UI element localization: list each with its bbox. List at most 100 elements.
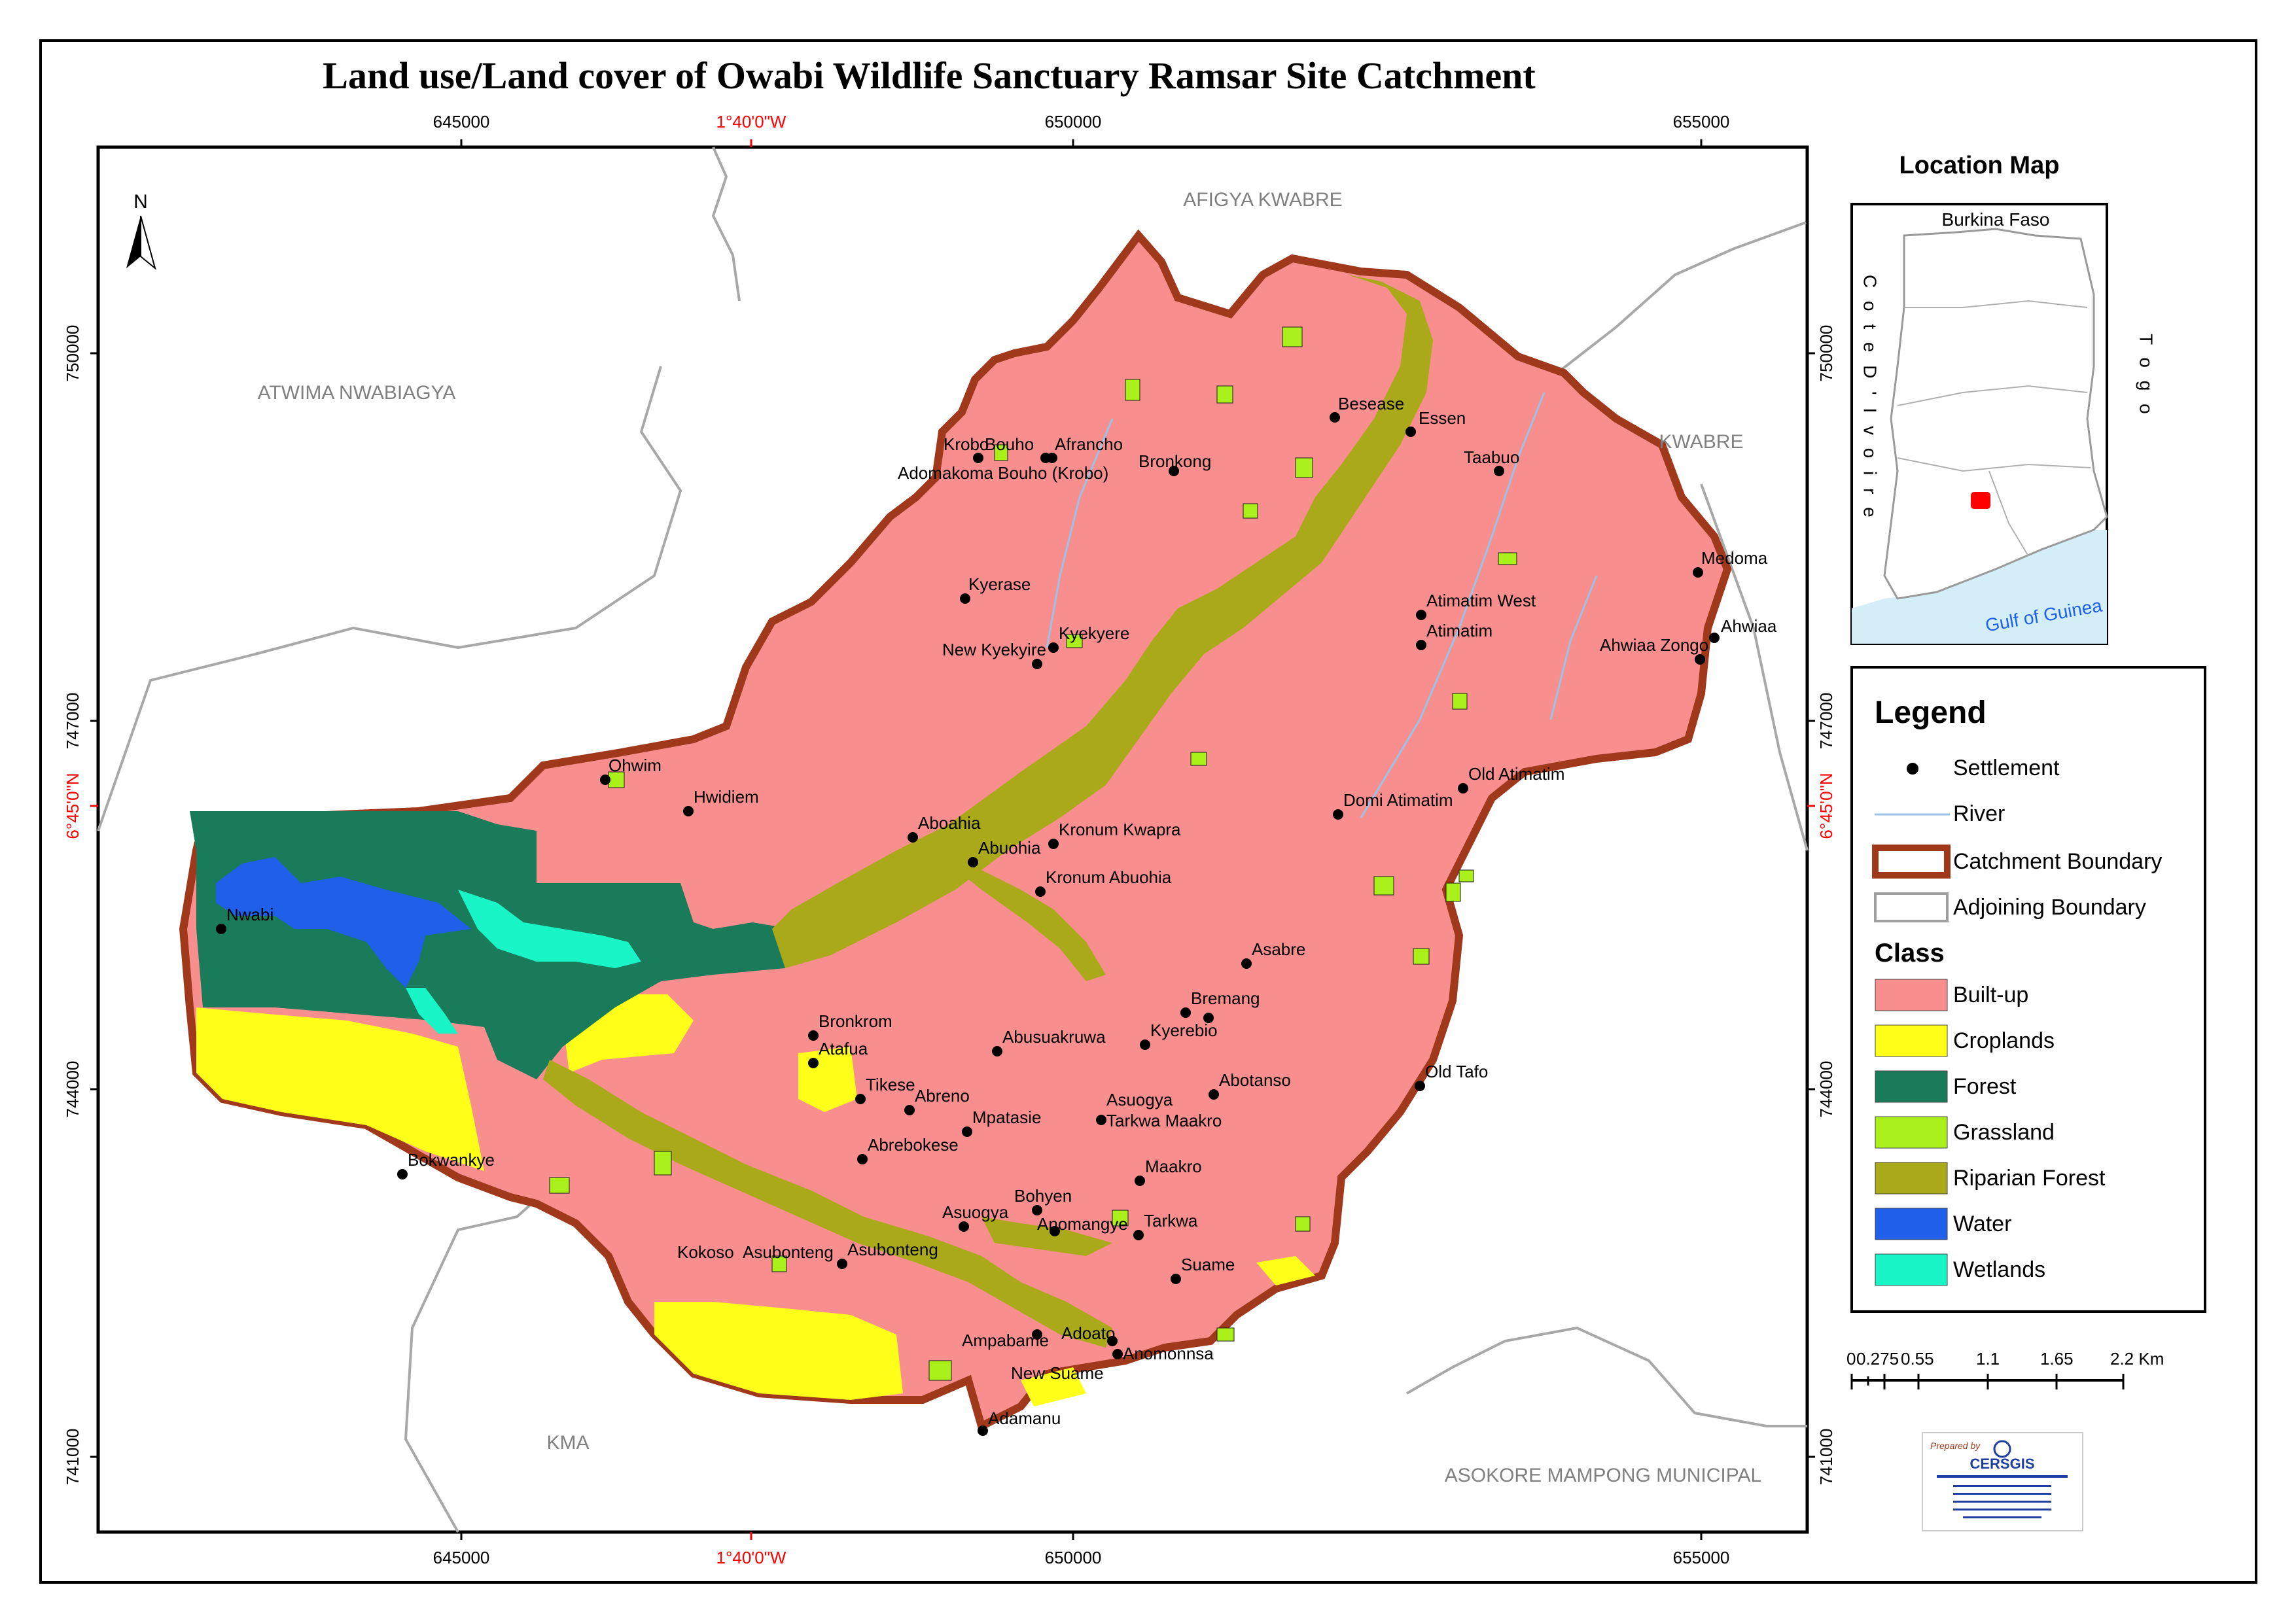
svg-text:Ampabame: Ampabame [962, 1331, 1049, 1350]
outer-frame [39, 39, 2257, 1584]
settlement: Abusuakruwa [992, 1027, 1106, 1056]
label-cote-divoire: C o t e D ' I v o i r e [1860, 275, 1881, 521]
ghana-outline [1883, 228, 2108, 600]
settlement: Kokoso [677, 1242, 734, 1262]
credit-block: Prepared by CERSGIS [1922, 1432, 2083, 1531]
settlement: Anomangye [1037, 1214, 1128, 1236]
svg-text:Hwidiem: Hwidiem [694, 787, 759, 807]
svg-text:New Kyekyire: New Kyekyire [942, 640, 1046, 659]
settlement: New Suame [1011, 1363, 1104, 1383]
legend-river: River [1953, 801, 2005, 826]
svg-text:Kokoso: Kokoso [677, 1242, 734, 1262]
scale-165: 1.65 [2040, 1349, 2074, 1369]
settlement: Aboahia [908, 813, 981, 843]
settlement: Atafua [808, 1039, 868, 1068]
scale-bar: 0 0.275 0.55 1.1 1.65 2.2 Km [1846, 1349, 2164, 1389]
catchment-boundary-symbol [1872, 845, 1951, 879]
bottom-tick-650000: 650000 [1045, 1548, 1102, 1567]
svg-text:Asuogya: Asuogya [1106, 1090, 1173, 1109]
croplands-areas [196, 994, 1315, 1406]
settlement: Atimatim West [1416, 591, 1536, 620]
adjoining-boundaries [97, 147, 1809, 1533]
svg-text:Ahwiaa Zongo: Ahwiaa Zongo [1600, 635, 1708, 655]
scale-11: 1.1 [1976, 1349, 2000, 1369]
svg-text:Essen: Essen [1419, 408, 1466, 428]
svg-text:Bremang: Bremang [1191, 988, 1260, 1008]
left-tick-750000: 750000 [63, 325, 82, 382]
riparian-forest-areas [543, 275, 1433, 1348]
settlement: Domi Atimatim [1333, 790, 1453, 820]
settlement: Adomakoma Bouho (Krobo) [898, 463, 1108, 483]
main-map: N AFIGYA KWABRE ATWIMA NWABIAGYA KWABRE … [96, 145, 1809, 1534]
settlement: Maakro [1135, 1157, 1202, 1186]
swatch-croplands [1875, 1024, 1948, 1057]
svg-text:Asabre: Asabre [1252, 939, 1305, 959]
swatch-forest [1875, 1070, 1948, 1103]
location-map-title: Location Map [1899, 152, 2060, 179]
svg-text:Maakro: Maakro [1145, 1157, 1202, 1176]
svg-text:Taabuo: Taabuo [1464, 447, 1519, 467]
svg-text:Kyerebio: Kyerebio [1150, 1021, 1218, 1040]
prepared-by: Prepared by [1930, 1440, 1981, 1451]
settlement: Hwidiem [683, 787, 759, 816]
svg-text:Anomonnsa: Anomonnsa [1123, 1344, 1214, 1363]
rivers [1046, 392, 1598, 818]
settlement: Abrebokese [857, 1135, 959, 1164]
north-arrow: N [126, 191, 156, 270]
settlement: Suame [1171, 1255, 1235, 1284]
legend: Legend Settlement River Catchment Bounda… [1850, 666, 2206, 1313]
left-tick-741000: 741000 [63, 1429, 82, 1486]
settlement: Krobo [944, 434, 989, 463]
settlement: Kronum Kwapra [1048, 820, 1181, 849]
svg-text:Medoma: Medoma [1701, 548, 1768, 568]
svg-text:Bouho: Bouho [985, 434, 1034, 454]
label-asokore-mampong: ASOKORE MAMPONG MUNICIPAL [1445, 1465, 1762, 1486]
svg-text:Mpatasie: Mpatasie [972, 1108, 1042, 1127]
svg-text:Tikese: Tikese [866, 1075, 915, 1094]
settlement: Kyerase [960, 574, 1031, 604]
svg-text:Abuohia: Abuohia [978, 838, 1041, 858]
svg-text:Bokwankye: Bokwankye [408, 1150, 495, 1170]
location-map: Location Map Burkina Faso C o t e D ' I … [1850, 152, 2157, 645]
legend-adjoining-boundary: Adjoining Boundary [1953, 895, 2146, 920]
wetlands-areas [406, 890, 641, 1034]
svg-text:Aboahia: Aboahia [918, 813, 981, 833]
left-tick-744000: 744000 [63, 1061, 82, 1118]
bottom-tick-meridian: 1°40'0"W [716, 1548, 786, 1567]
svg-text:Abrebokese: Abrebokese [868, 1135, 959, 1155]
svg-text:Suame: Suame [1181, 1255, 1235, 1274]
left-tick-747000: 747000 [63, 693, 82, 750]
label-togo: T o g o [2136, 334, 2157, 418]
svg-text:Bohyen: Bohyen [1014, 1186, 1072, 1206]
svg-text:Kyerase: Kyerase [968, 574, 1031, 594]
bottom-tick-655000: 655000 [1673, 1548, 1730, 1567]
settlement: Bremang [1180, 988, 1260, 1023]
settlement: Ampabame [962, 1329, 1049, 1350]
grid-ticks [90, 139, 1815, 1540]
settlement: Tarkwa [1133, 1211, 1198, 1240]
swatch-built-up [1875, 979, 1948, 1011]
settlement: Asabre [1241, 939, 1305, 969]
top-tick-meridian: 1°40'0"W [716, 112, 786, 131]
svg-text:New Suame: New Suame [1011, 1363, 1104, 1383]
svg-text:Atimatim West: Atimatim West [1426, 591, 1536, 610]
svg-text:Ahwiaa: Ahwiaa [1721, 616, 1777, 636]
svg-text:Adoato: Adoato [1061, 1323, 1115, 1343]
settlement: Old Atimatim [1458, 764, 1564, 794]
settlement: Kyerebio [1140, 1021, 1218, 1050]
settlement: Besease [1330, 394, 1404, 423]
swatch-grassland [1875, 1116, 1948, 1149]
settlement: Ahwiaa Zongo [1600, 635, 1708, 665]
settlement: Adoato [1061, 1323, 1118, 1346]
settlements-layer: Krobo Bouho Afrancho Adomakoma Bouho (Kr… [216, 394, 1777, 1436]
swatch-riparian-forest [1875, 1162, 1948, 1195]
legend-settlement: Settlement [1953, 756, 2060, 780]
org-logo-icon [1993, 1440, 2011, 1458]
svg-text:Nwabi: Nwabi [226, 905, 274, 924]
settlement: Old Tafo [1415, 1062, 1488, 1091]
settlement: Adamanu [978, 1408, 1061, 1436]
svg-text:Old Atimatim: Old Atimatim [1468, 764, 1564, 784]
grid-labels: 645000 1°40'0"W 650000 655000 645000 1°4… [63, 112, 1836, 1567]
swatch-water [1875, 1208, 1948, 1240]
left-tick-parallel: 6°45'0"N [63, 773, 82, 839]
